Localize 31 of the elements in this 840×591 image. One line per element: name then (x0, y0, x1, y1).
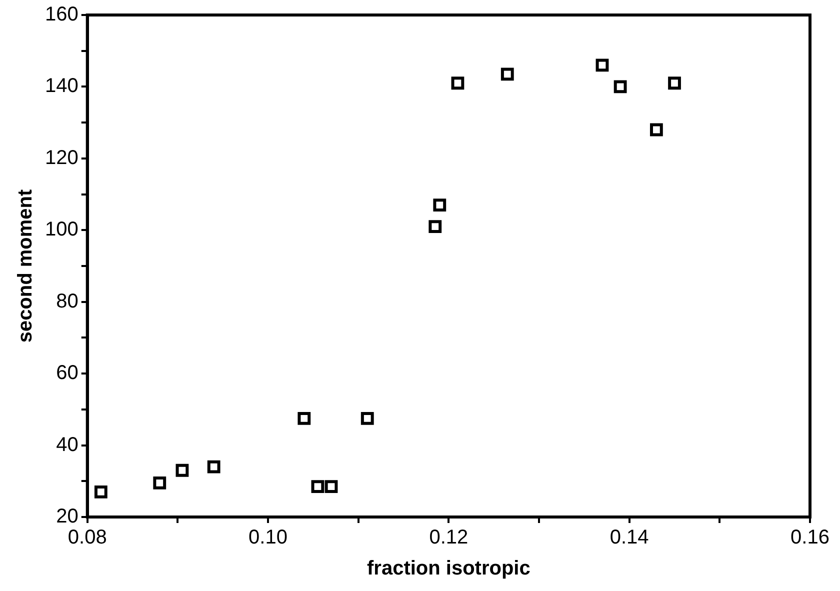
x-tick-label: 0.16 (790, 526, 830, 549)
point (176, 464, 189, 477)
point (428, 220, 442, 234)
point (360, 412, 374, 425)
point (311, 480, 324, 493)
y-axis-title: second moment (14, 188, 37, 343)
point (94, 485, 108, 498)
point (596, 58, 609, 72)
y-tick-label: 40 (56, 434, 78, 456)
y-tick-label: 140 (44, 75, 78, 98)
x-axis-title: fraction isotropic (367, 558, 530, 580)
y-tick-label: 100 (44, 218, 78, 241)
point (650, 123, 663, 136)
y-tick-label: 20 (56, 506, 78, 528)
y-tick-label: 80 (56, 290, 78, 312)
point (500, 68, 514, 81)
point (207, 460, 220, 474)
y-tick-label: 60 (56, 362, 78, 384)
y-tick-label: 160 (44, 4, 78, 26)
y-tick-label: 120 (44, 146, 78, 169)
x-tick-label: 0.08 (68, 526, 107, 549)
point (153, 476, 166, 490)
x-tick-label: 0.12 (429, 526, 468, 549)
point (668, 76, 681, 90)
point (433, 198, 446, 212)
point (614, 80, 627, 94)
point (324, 480, 338, 493)
x-tick-label: 0.10 (248, 526, 288, 549)
point (451, 76, 464, 90)
point (298, 412, 311, 425)
x-tick-label: 0.14 (610, 526, 649, 549)
